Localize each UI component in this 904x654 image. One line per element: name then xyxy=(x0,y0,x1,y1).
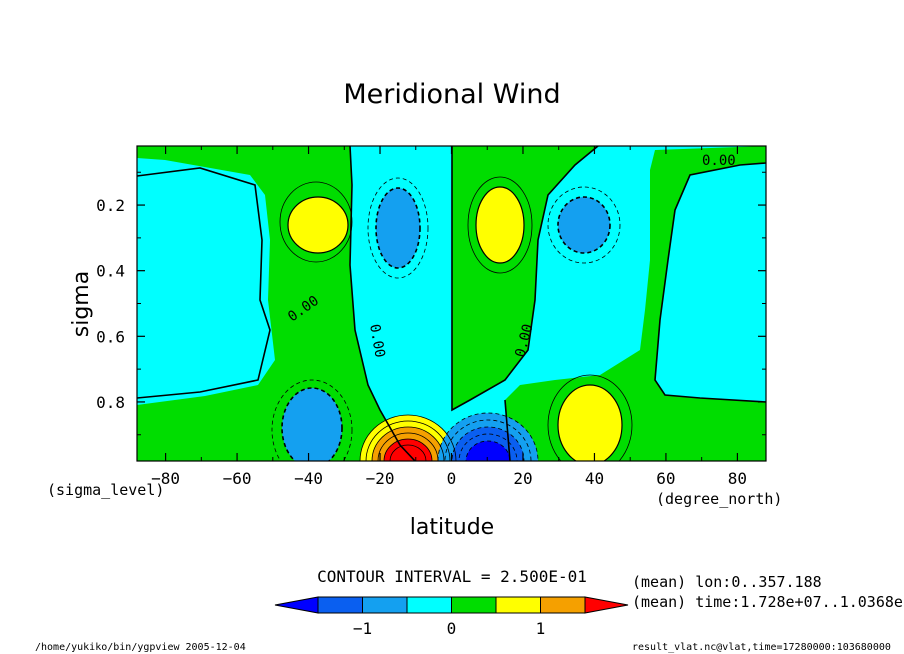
contour-line xyxy=(547,186,621,264)
positive-core xyxy=(476,187,524,263)
contour-line xyxy=(365,420,451,461)
footer-right: result_vlat.nc@vlat,time=17280000:103680… xyxy=(632,642,891,653)
contour-line xyxy=(465,440,511,461)
contour-line xyxy=(451,426,525,461)
negative-core xyxy=(558,197,610,253)
footer-left: /home/yukiko/bin/ygpview 2005-12-04 xyxy=(35,642,246,653)
contour-line xyxy=(359,414,457,461)
contour-line xyxy=(279,181,353,263)
x-tick-label: 80 xyxy=(728,469,747,488)
x-tick-label: −60 xyxy=(223,469,252,488)
x-tick-label: −80 xyxy=(151,469,180,488)
zero-contour xyxy=(451,146,599,412)
zero-contour xyxy=(137,167,271,399)
contour-field xyxy=(137,146,766,461)
y-axis-label: sigma xyxy=(69,271,94,337)
y-tick-label: 0.4 xyxy=(96,262,125,281)
colorbar-segment xyxy=(406,596,452,614)
contour-label: 0.00 xyxy=(702,153,736,169)
x-tick-label: 40 xyxy=(585,469,604,488)
contour-line xyxy=(371,426,445,461)
x-axis: −80 −60 −40 −20 0 20 40 60 80 xyxy=(151,146,747,488)
x-tick-label: 20 xyxy=(513,469,532,488)
chart-title: Meridional Wind xyxy=(343,79,560,110)
zero-contour xyxy=(504,399,511,461)
contour-line xyxy=(367,177,429,279)
colorbar-tick-label: 0 xyxy=(447,619,457,638)
contour-line xyxy=(375,187,421,269)
negative-region xyxy=(137,168,270,398)
negative-core xyxy=(466,441,510,461)
contour-line xyxy=(467,176,533,274)
y-tick-label: 0.6 xyxy=(96,327,125,346)
contour-label: 0.00 xyxy=(366,323,388,359)
x-unit-label: (degree_north) xyxy=(656,490,782,508)
colorbar-segment xyxy=(451,596,497,614)
contour-line xyxy=(271,379,353,461)
y-tick-label: 0.8 xyxy=(96,393,125,412)
colorbar-tick-label: 1 xyxy=(536,619,546,638)
colorbar-under-triangle xyxy=(274,596,319,614)
contour-line xyxy=(377,432,439,461)
positive-core xyxy=(384,439,432,461)
contour-line xyxy=(557,196,611,254)
colorbar-segment xyxy=(495,596,541,614)
contour-line xyxy=(281,387,343,461)
negative-core xyxy=(376,188,420,268)
zero-contour xyxy=(654,162,766,403)
positive-core xyxy=(288,197,348,253)
negative-core xyxy=(282,388,342,461)
y-tick-label: 0.2 xyxy=(96,196,125,215)
mean-time-annotation: (mean) time:1.728e+07..1.0368e xyxy=(632,593,903,611)
contour-line xyxy=(557,384,623,461)
colorbar-over-triangle xyxy=(584,596,629,614)
zero-contour xyxy=(349,146,416,461)
colorbar-tick-label: −1 xyxy=(353,619,372,638)
contour-line xyxy=(383,438,433,461)
contour-line xyxy=(389,444,427,461)
colorbar-segment xyxy=(362,596,408,614)
contour-line xyxy=(475,186,525,264)
x-axis-label: latitude xyxy=(410,515,494,540)
mean-lon-annotation: (mean) lon:0..357.188 xyxy=(632,573,822,591)
x-tick-label: 60 xyxy=(656,469,675,488)
contour-line xyxy=(287,196,349,254)
y-unit-label: (sigma_level) xyxy=(47,481,164,499)
contour-line xyxy=(547,374,633,461)
positive-core xyxy=(558,385,622,461)
x-tick-label: −40 xyxy=(294,469,323,488)
colorbar-segment xyxy=(540,596,586,614)
x-tick-label: −20 xyxy=(366,469,395,488)
colorbar-segment xyxy=(317,596,363,614)
colorbar: −1 0 1 xyxy=(274,596,629,638)
positive-region xyxy=(505,146,766,461)
contour-line xyxy=(444,419,532,461)
x-tick-label: 0 xyxy=(447,469,457,488)
contour-interval-text: CONTOUR INTERVAL = 2.500E-01 xyxy=(317,567,587,586)
y-axis: 0.2 0.4 0.6 0.8 xyxy=(96,171,766,436)
